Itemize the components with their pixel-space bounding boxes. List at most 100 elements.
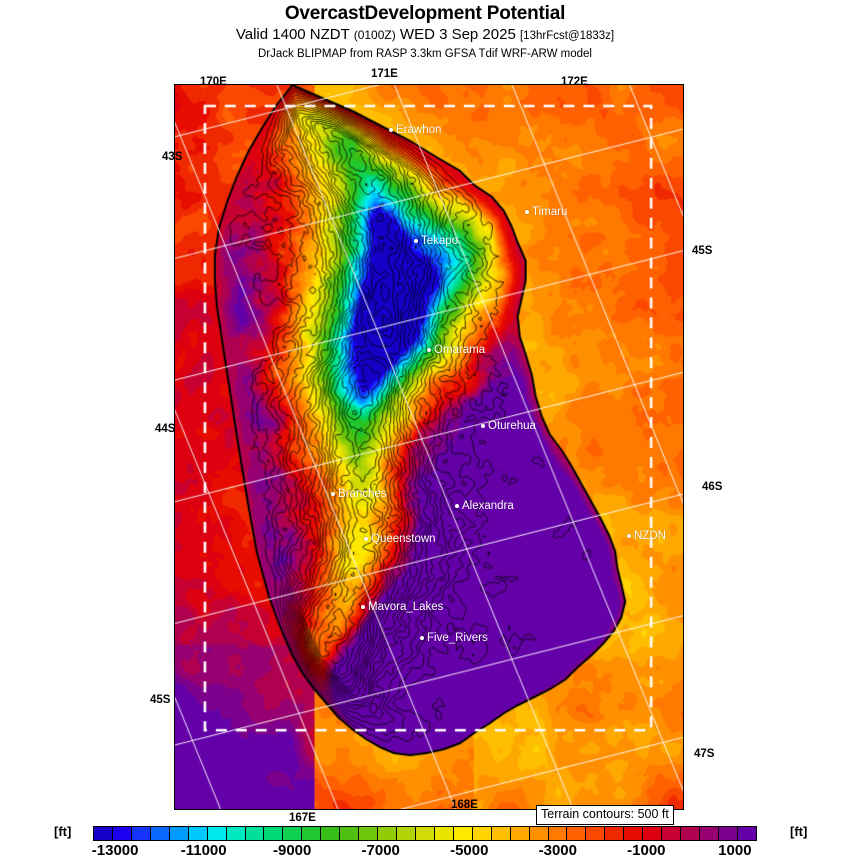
colorbar-swatch-8: [245, 827, 265, 840]
city-marker-erawhon[interactable]: Erawhon: [389, 124, 441, 136]
colorbar-tick-4: -5000: [450, 842, 489, 859]
colorbar-swatch-33: [718, 827, 738, 840]
colorbar-swatch-30: [662, 827, 682, 840]
colorbar-swatch-11: [302, 827, 322, 840]
colorbar-swatch-23: [529, 827, 549, 840]
terrain-contour-legend: Terrain contours: 500 ft: [536, 805, 674, 825]
latitude-label-44s-1: 44S: [155, 423, 176, 435]
colorbar-swatch-1: [112, 827, 132, 840]
page-title: OvercastDevelopment Potential: [284, 3, 566, 24]
station-dot-icon: [364, 537, 368, 541]
valid-zulu: (0100Z): [353, 28, 396, 42]
colorbar-tick-2: -9000: [273, 842, 312, 859]
longitude-label-170e-0: 170E: [200, 76, 227, 88]
city-label: Five_Rivers: [427, 632, 488, 644]
colorbar-swatch-3: [150, 827, 170, 840]
colorbar-swatch-20: [472, 827, 492, 840]
city-marker-mavora_lakes[interactable]: Mavora_Lakes: [361, 601, 443, 613]
city-label: Erawhon: [396, 124, 442, 136]
latitude-label-43s-0: 43S: [162, 151, 183, 163]
colorbar-swatch-34: [737, 827, 756, 840]
colorbar-swatch-28: [624, 827, 644, 840]
overcast-potential-heatmap: [175, 85, 683, 809]
station-dot-icon: [427, 348, 431, 352]
colorbar-unit-right: [ft]: [790, 824, 808, 839]
station-dot-icon: [627, 534, 631, 538]
station-dot-icon: [525, 210, 529, 214]
colorbar-swatch-14: [359, 827, 379, 840]
city-marker-tekapo[interactable]: Tekapo: [414, 235, 458, 247]
colorbar-tick-0: -13000: [91, 842, 139, 859]
colorbar-swatch-13: [340, 827, 360, 840]
colorbar-tick-3: -7000: [361, 842, 400, 859]
colorbar-swatch-10: [283, 827, 303, 840]
station-dot-icon: [331, 492, 335, 496]
colorbar-swatch-26: [586, 827, 606, 840]
colorbar-swatch-25: [567, 827, 587, 840]
valid-prefix: Valid 1400 NZDT: [235, 26, 350, 43]
station-dot-icon: [361, 605, 365, 609]
station-dot-icon: [389, 128, 393, 132]
colorbar-tick-5: -3000: [538, 842, 577, 859]
colorbar-swatches[interactable]: [93, 826, 757, 841]
latitude-label-45s-3: 45S: [692, 245, 713, 257]
colorbar-swatch-16: [397, 827, 416, 840]
city-marker-omarama[interactable]: Omarama: [427, 344, 485, 356]
longitude-label-168e-4: 168E: [451, 799, 478, 811]
latitude-label-45s-2: 45S: [150, 694, 171, 706]
colorbar-swatch-5: [188, 827, 208, 840]
station-dot-icon: [455, 504, 459, 508]
valid-date: WED 3 Sep 2025: [399, 26, 516, 43]
colorbar-swatch-31: [681, 827, 700, 840]
colorbar-swatch-4: [169, 827, 189, 840]
colorbar-unit-left: [ft]: [54, 824, 72, 839]
colorbar-swatch-32: [700, 827, 719, 840]
colorbar-swatch-17: [415, 827, 435, 840]
forecast-hour-tag: [13hrFcst@1833z]: [519, 30, 615, 42]
station-dot-icon: [420, 636, 424, 640]
map-panel[interactable]: [174, 84, 684, 810]
colorbar-swatch-18: [434, 827, 454, 840]
longitude-label-172e-2: 172E: [561, 76, 588, 88]
station-dot-icon: [414, 239, 418, 243]
longitude-label-171e-1: 171E: [371, 68, 398, 80]
colorbar-tick-6: -1000: [627, 842, 666, 859]
colorbar-swatch-7: [226, 827, 246, 840]
city-label: Timaru: [532, 206, 568, 218]
city-marker-nzdn[interactable]: NZDN: [627, 530, 666, 542]
city-label: Mavora_Lakes: [368, 601, 444, 613]
colorbar: [ft] [ft] -13000 -11000 -9000 -7000 -5000 -30…: [0, 824, 850, 860]
terrain-legend-text: Terrain contours: 500 ft: [541, 807, 669, 821]
city-label: Branches: [338, 488, 387, 500]
colorbar-swatch-27: [605, 827, 625, 840]
city-marker-queenstown[interactable]: Queenstown: [364, 533, 436, 545]
city-marker-oturehua[interactable]: Oturehua: [481, 420, 536, 432]
latitude-label-47s-5: 47S: [694, 748, 715, 760]
colorbar-swatch-6: [207, 827, 227, 840]
colorbar-swatch-15: [378, 827, 397, 840]
longitude-label-167e-3: 167E: [289, 812, 316, 824]
city-marker-five_rivers[interactable]: Five_Rivers: [420, 632, 488, 644]
colorbar-tick-1: -11000: [180, 842, 227, 859]
city-label: Queenstown: [371, 533, 436, 545]
model-source-line: DrJack BLIPMAP from RASP 3.3km GFSA Tdif…: [257, 48, 592, 60]
station-dot-icon: [481, 424, 485, 428]
colorbar-swatch-19: [453, 827, 473, 840]
city-label: Oturehua: [488, 420, 536, 432]
city-marker-timaru[interactable]: Timaru: [525, 206, 567, 218]
colorbar-swatch-22: [510, 827, 530, 840]
colorbar-swatch-12: [321, 827, 341, 840]
city-marker-branches[interactable]: Branches: [331, 488, 387, 500]
valid-time-line: Valid 1400 NZDT (0100Z) WED 3 Sep 2025 […: [0, 25, 850, 46]
colorbar-swatch-21: [491, 827, 511, 840]
city-label: Omarama: [434, 344, 486, 356]
colorbar-swatch-29: [643, 827, 663, 840]
latitude-label-46s-4: 46S: [702, 481, 723, 493]
city-label: Tekapo: [421, 235, 459, 247]
colorbar-swatch-0: [94, 827, 113, 840]
colorbar-swatch-9: [264, 827, 284, 840]
city-label: NZDN: [634, 530, 666, 542]
colorbar-swatch-2: [131, 827, 151, 840]
city-marker-alexandra[interactable]: Alexandra: [455, 500, 514, 512]
colorbar-tick-7: 1000: [718, 842, 752, 859]
